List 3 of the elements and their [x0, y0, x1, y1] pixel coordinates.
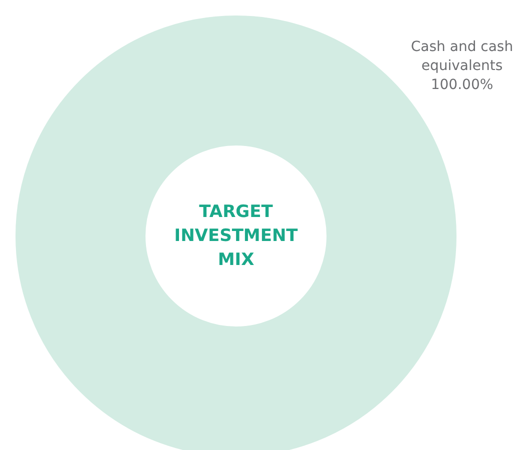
data-label: 100.00%: [430, 77, 494, 93]
text: TARGET INVESTMENT MIX: [174, 202, 298, 270]
slice-label: Cash and cash equivalents: [410, 39, 514, 74]
